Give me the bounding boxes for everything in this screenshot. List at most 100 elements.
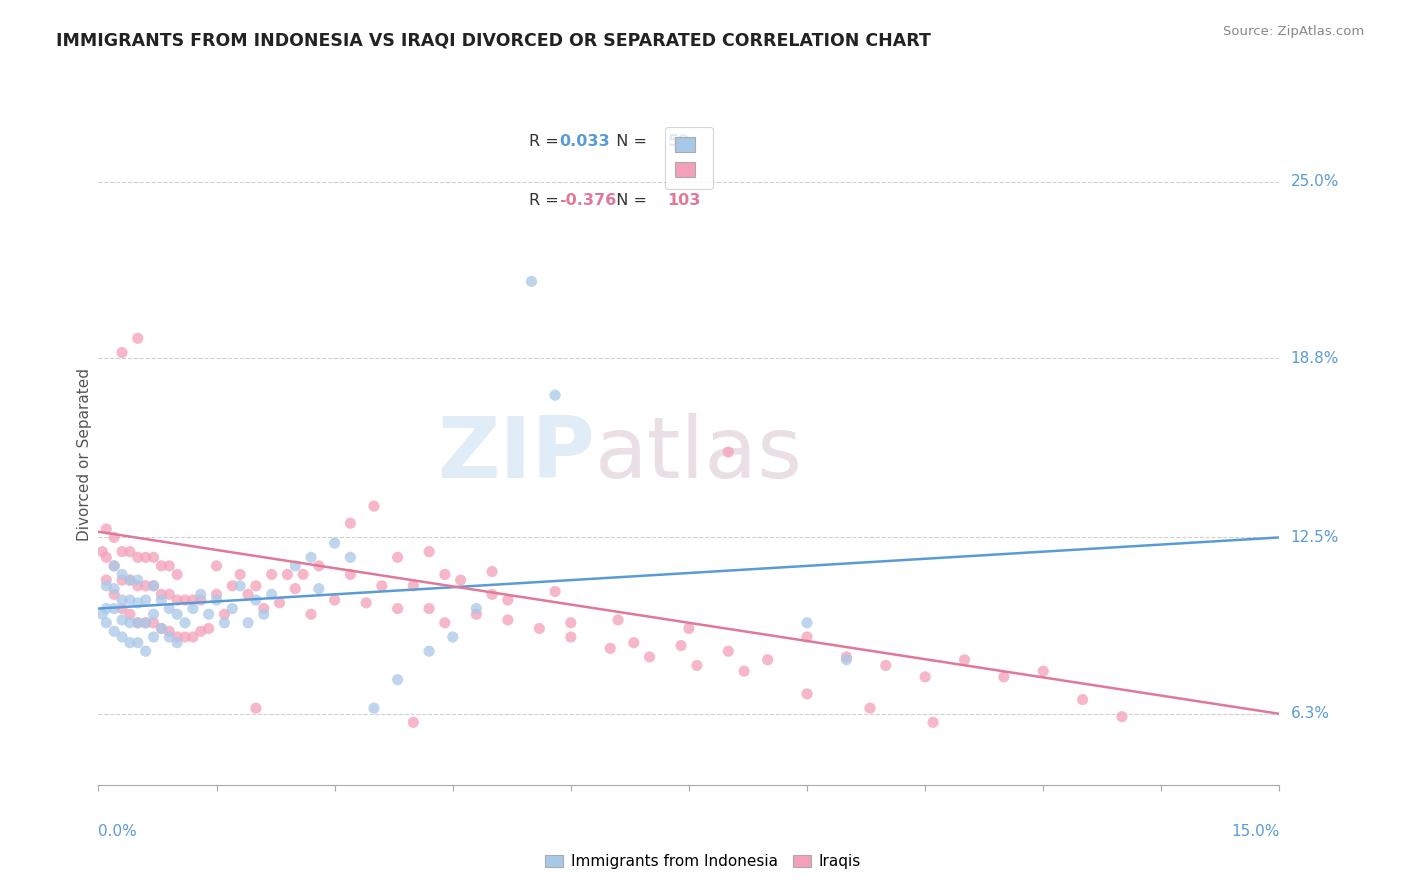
Point [127,331,149,345]
Point [103,582,125,596]
Point [150,558,173,573]
Point [111,544,134,558]
Point [174,615,197,630]
Point [135,615,157,630]
Point [245,701,267,715]
Point [623,636,645,650]
Text: 25.0%: 25.0% [1291,174,1339,189]
Point [157,630,180,644]
Legend: Immigrants from Indonesia, Iraqis: Immigrants from Indonesia, Iraqis [538,848,868,875]
Point [142,579,165,593]
Point [135,615,157,630]
Point [118,544,141,558]
Text: 6.3%: 6.3% [1291,706,1330,722]
Point [496,613,519,627]
Point [465,607,488,622]
Point [914,670,936,684]
Point [197,622,219,636]
Text: IMMIGRANTS FROM INDONESIA VS IRAQI DIVORCED OR SEPARATED CORRELATION CHART: IMMIGRANTS FROM INDONESIA VS IRAQI DIVOR… [56,31,931,49]
Point [363,499,385,513]
Point [135,593,157,607]
Point [284,558,307,573]
Point [111,345,134,359]
Point [260,587,283,601]
Point [717,644,740,658]
Point [111,567,134,582]
Point [299,607,322,622]
Point [599,89,621,103]
Point [150,593,173,607]
Point [308,582,330,596]
Point [142,579,165,593]
Point [142,607,165,622]
Text: atlas: atlas [595,413,803,497]
Point [103,558,125,573]
Point [135,644,157,658]
Point [520,274,543,288]
Point [669,639,692,653]
Point [796,630,818,644]
Point [103,601,125,615]
Point [135,579,157,593]
Text: 15.0%: 15.0% [1232,824,1279,838]
Point [166,593,188,607]
Point [91,544,114,558]
Point [245,593,267,607]
Point [229,579,252,593]
Point [96,522,118,536]
Text: N =: N = [606,194,652,209]
Point [544,584,567,599]
Text: 59: 59 [668,134,690,149]
Point [308,558,330,573]
Point [118,607,141,622]
Point [157,601,180,615]
Point [127,615,149,630]
Point [127,573,149,587]
Point [450,573,472,587]
Text: 0.033: 0.033 [560,134,610,149]
Point [181,630,204,644]
Point [245,579,267,593]
Point [560,615,582,630]
Point [118,573,141,587]
Point [166,630,188,644]
Point [190,587,212,601]
Point [253,601,276,615]
Point [103,530,125,544]
Point [181,593,204,607]
Point [363,701,385,715]
Point [214,607,236,622]
Text: Source: ZipAtlas.com: Source: ZipAtlas.com [1223,25,1364,38]
Text: N =: N = [606,134,652,149]
Point [157,587,180,601]
Point [607,613,630,627]
Point [96,579,118,593]
Point [292,567,315,582]
Point [96,615,118,630]
Point [339,550,361,565]
Point [157,624,180,639]
Point [103,558,125,573]
Point [418,601,440,615]
Point [465,601,488,615]
Point [835,649,858,664]
Point [433,567,456,582]
Point [339,567,361,582]
Point [111,573,134,587]
Point [118,593,141,607]
Point [190,593,212,607]
Point [875,658,897,673]
Point [387,601,409,615]
Point [756,653,779,667]
Point [96,550,118,565]
Point [599,641,621,656]
Text: R =: R = [530,134,564,149]
Point [236,587,259,601]
Point [678,622,700,636]
Point [1111,709,1133,723]
Point [142,615,165,630]
Point [276,567,298,582]
Point [1032,664,1054,678]
Point [150,622,173,636]
Point [402,579,425,593]
